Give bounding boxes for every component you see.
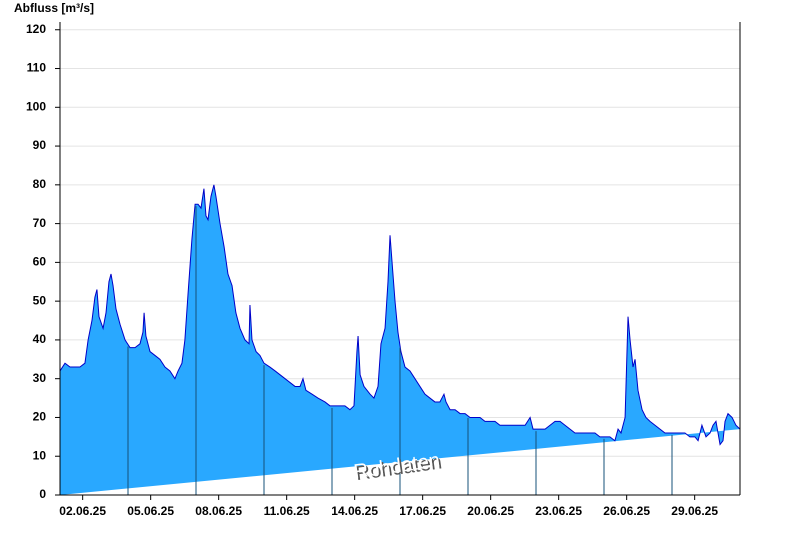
- x-tick-label: 08.06.25: [195, 504, 242, 518]
- x-tick-label: 14.06.25: [331, 504, 378, 518]
- line: [59, 184, 741, 446]
- y-tick-label: 0: [39, 487, 46, 501]
- y-tick-label: 120: [26, 22, 46, 36]
- y-tick-label: 50: [33, 293, 47, 307]
- x-tick-label: 20.06.25: [467, 504, 514, 518]
- chart-title: Abfluss [m³/s]: [14, 1, 94, 15]
- y-tick-label: 60: [33, 255, 47, 269]
- x-tick-label: 23.06.25: [535, 504, 582, 518]
- x-tick-label: 02.06.25: [59, 504, 106, 518]
- x-tick-label: 05.06.25: [127, 504, 174, 518]
- y-tick-label: 40: [33, 332, 47, 346]
- y-tick-label: 30: [33, 371, 47, 385]
- x-tick-label: 29.06.25: [671, 504, 718, 518]
- area: [60, 184, 740, 495]
- y-tick-label: 20: [33, 410, 47, 424]
- y-tick-label: 110: [27, 61, 47, 75]
- x-tick-label: 17.06.25: [399, 504, 446, 518]
- y-tick-label: 70: [33, 216, 47, 230]
- y-tick-label: 100: [26, 99, 46, 113]
- y-tick-label: 90: [33, 138, 47, 152]
- y-tick-label: 80: [33, 177, 47, 191]
- x-tick-label: 11.06.25: [264, 504, 310, 518]
- y-tick-label: 10: [33, 448, 47, 462]
- x-tick-label: 26.06.25: [603, 504, 650, 518]
